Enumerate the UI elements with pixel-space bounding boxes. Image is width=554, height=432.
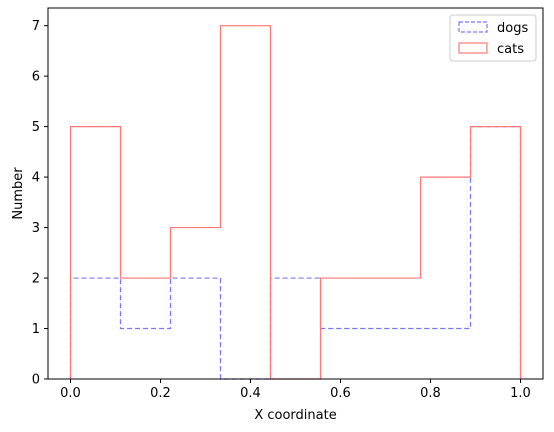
x-tick-label: 0.2 bbox=[150, 386, 171, 401]
y-tick-label: 7 bbox=[32, 19, 40, 34]
y-tick-label: 0 bbox=[32, 373, 40, 388]
x-tick-label: 1.0 bbox=[510, 386, 531, 401]
y-tick-label: 2 bbox=[32, 272, 40, 287]
legend-swatch-dogs bbox=[458, 21, 488, 33]
y-tick-label: 1 bbox=[32, 322, 40, 337]
y-tick-label: 5 bbox=[32, 120, 40, 135]
y-axis-label: Number bbox=[11, 167, 26, 220]
y-tick-label: 3 bbox=[32, 221, 40, 236]
y-tick-label: 6 bbox=[32, 70, 40, 85]
y-tick-label: 4 bbox=[32, 171, 40, 186]
x-tick-label: 0.8 bbox=[420, 386, 441, 401]
x-tick-label: 0.6 bbox=[330, 386, 351, 401]
legend-swatch-cats bbox=[458, 42, 488, 54]
y-axis-ticks: 0 1 2 3 4 5 6 7 bbox=[32, 19, 48, 388]
x-axis-label: X coordinate bbox=[254, 408, 336, 423]
legend: dogs cats bbox=[449, 14, 537, 62]
x-tick-label: 0.0 bbox=[60, 386, 81, 401]
legend-label-dogs: dogs bbox=[497, 21, 528, 36]
x-tick-label: 0.4 bbox=[240, 386, 261, 401]
legend-label-cats: cats bbox=[497, 42, 524, 57]
legend-box bbox=[449, 14, 537, 62]
axes-frame bbox=[47, 7, 544, 380]
x-axis-ticks: 0.0 0.2 0.4 0.6 0.8 1.0 bbox=[60, 379, 531, 401]
